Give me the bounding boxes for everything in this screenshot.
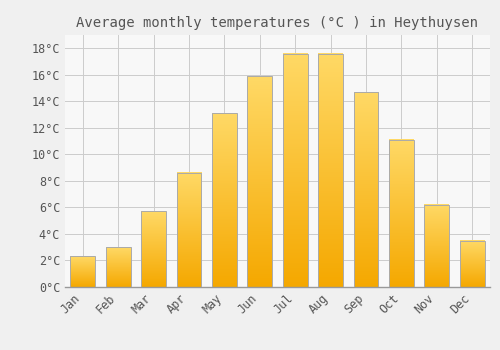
Title: Average monthly temperatures (°C ) in Heythuysen: Average monthly temperatures (°C ) in He…: [76, 16, 478, 30]
Bar: [389, 140, 414, 287]
Bar: [424, 205, 450, 287]
Bar: [354, 92, 378, 287]
Bar: [176, 173, 202, 287]
Bar: [70, 257, 95, 287]
Bar: [212, 113, 237, 287]
Bar: [283, 54, 308, 287]
Bar: [106, 247, 130, 287]
Bar: [248, 76, 272, 287]
Bar: [460, 240, 484, 287]
Bar: [318, 54, 343, 287]
Bar: [141, 211, 166, 287]
